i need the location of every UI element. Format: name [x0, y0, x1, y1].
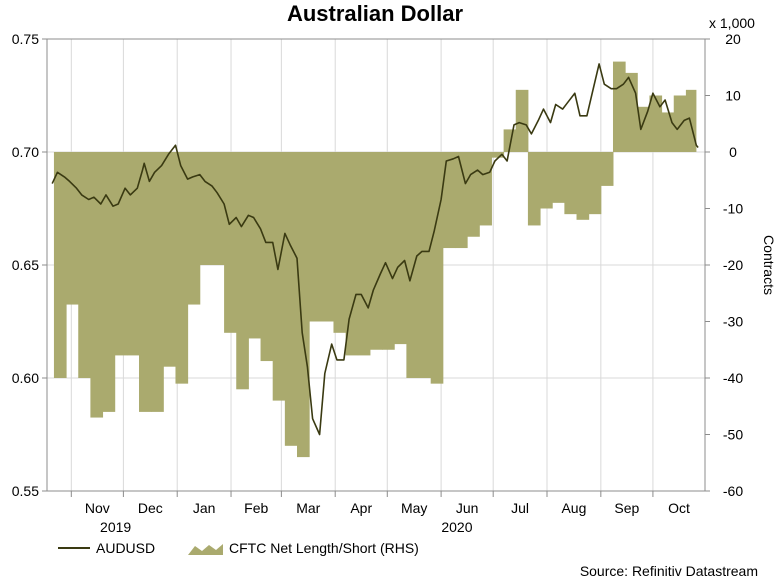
cftc-bar: [53, 152, 67, 378]
x-month-label: Feb: [244, 500, 268, 516]
legend-label-audusd: AUDUSD: [96, 540, 155, 556]
cftc-bar: [139, 152, 152, 412]
cftc-bar: [406, 152, 420, 378]
right-tick-label: -40: [723, 370, 743, 386]
left-tick-label: 0.65: [12, 257, 39, 273]
audusd-line-layer: [51, 63, 699, 436]
x-month-label: Aug: [561, 500, 586, 516]
x-month-label: May: [401, 500, 427, 516]
cftc-bar: [126, 152, 140, 356]
cftc-bar: [430, 152, 444, 384]
cftc-bar: [600, 152, 614, 186]
chart-title: Australian Dollar: [287, 1, 463, 26]
left-tick-label: 0.75: [12, 31, 39, 47]
cftc-bar: [284, 152, 298, 446]
left-tick-label: 0.55: [12, 483, 39, 499]
cftc-bar: [224, 152, 237, 333]
cftc-bar: [369, 152, 383, 350]
cftc-bar: [272, 152, 286, 401]
cftc-bar: [236, 152, 249, 390]
cftc-bar: [114, 152, 128, 356]
cftc-bar: [564, 152, 578, 215]
legend: AUDUSD CFTC Net Length/Short (RHS): [58, 540, 419, 556]
x-axis-ticks: Nov Dec Jan Feb Mar Apr May Jun Jul Aug Sep Oct 2019…: [70, 491, 690, 535]
x-month-label: Jul: [511, 500, 529, 516]
cftc-bar: [394, 152, 407, 345]
x-year-label: 2020: [441, 519, 472, 535]
cftc-bar: [66, 152, 79, 305]
cftc-bar: [552, 152, 565, 203]
cftc-bar: [491, 152, 505, 158]
right-tick-label: 10: [725, 88, 741, 104]
cftc-bar: [612, 61, 626, 152]
cftc-bar: [685, 89, 697, 152]
cftc-bar: [297, 152, 310, 458]
cftc-bar: [333, 152, 347, 333]
cftc-bar: [78, 152, 91, 378]
cftc-bar: [187, 152, 201, 305]
cftc-bar: [454, 152, 468, 249]
left-tick-label: 0.70: [12, 144, 39, 160]
x-month-label: Sep: [614, 500, 639, 516]
cftc-bar: [467, 152, 480, 237]
cftc-bar: [673, 95, 687, 152]
cftc-bar: [503, 129, 517, 152]
right-tick-label: 20: [725, 31, 741, 47]
left-tick-label: 0.60: [12, 370, 39, 386]
cftc-bar: [418, 152, 432, 378]
cftc-bar: [479, 152, 492, 226]
cftc-bar: [661, 112, 675, 152]
right-tick-label: 0: [729, 144, 737, 160]
cftc-bar: [90, 152, 104, 418]
cftc-bar: [309, 152, 322, 322]
cftc-bar: [321, 152, 334, 322]
cftc-bar: [637, 106, 650, 152]
cftc-bar: [163, 152, 176, 367]
right-axis-ticks: 20 10 0 -10 -20 -30 -40 -50 -60: [705, 31, 743, 499]
right-tick-label: -50: [723, 427, 743, 443]
secondary-axis-multiplier: x 1,000: [709, 15, 755, 31]
cftc-area-layer: [53, 61, 697, 458]
cftc-bar: [211, 152, 225, 265]
x-month-label: Oct: [668, 500, 690, 516]
left-axis-ticks: 0.75 0.70 0.65 0.60 0.55: [12, 31, 47, 499]
cftc-bar: [442, 152, 456, 249]
right-tick-label: -30: [723, 314, 743, 330]
x-month-label: Nov: [85, 500, 110, 516]
audusd-line: [51, 63, 699, 436]
x-month-label: Apr: [350, 500, 372, 516]
x-month-label: Mar: [296, 500, 320, 516]
cftc-bar: [199, 152, 213, 265]
cftc-bar: [382, 152, 395, 350]
cftc-bar: [260, 152, 274, 362]
right-tick-label: -10: [723, 201, 743, 217]
cftc-bar: [649, 95, 663, 152]
x-month-label: Dec: [138, 500, 163, 516]
x-month-label: Jan: [193, 500, 216, 516]
legend-label-cftc: CFTC Net Length/Short (RHS): [229, 540, 419, 556]
cftc-bar: [515, 89, 529, 152]
right-tick-label: -60: [723, 483, 743, 499]
source-note: Source: Refinitiv Datastream: [580, 563, 758, 579]
cftc-bar: [540, 152, 553, 209]
cftc-bar: [151, 152, 164, 412]
cftc-bar: [345, 152, 359, 356]
cftc-bar: [576, 152, 590, 220]
cftc-bar: [102, 152, 116, 412]
cftc-bar: [175, 152, 189, 384]
cftc-bar: [357, 152, 371, 356]
cftc-bar: [527, 152, 541, 226]
legend-swatch-cftc: [188, 544, 223, 555]
x-year-label: 2019: [100, 519, 131, 535]
right-axis-label: Contracts: [761, 235, 775, 295]
cftc-bar: [248, 152, 262, 339]
cftc-bar: [588, 152, 602, 215]
right-tick-label: -20: [723, 257, 743, 273]
x-month-label: Jun: [456, 500, 479, 516]
